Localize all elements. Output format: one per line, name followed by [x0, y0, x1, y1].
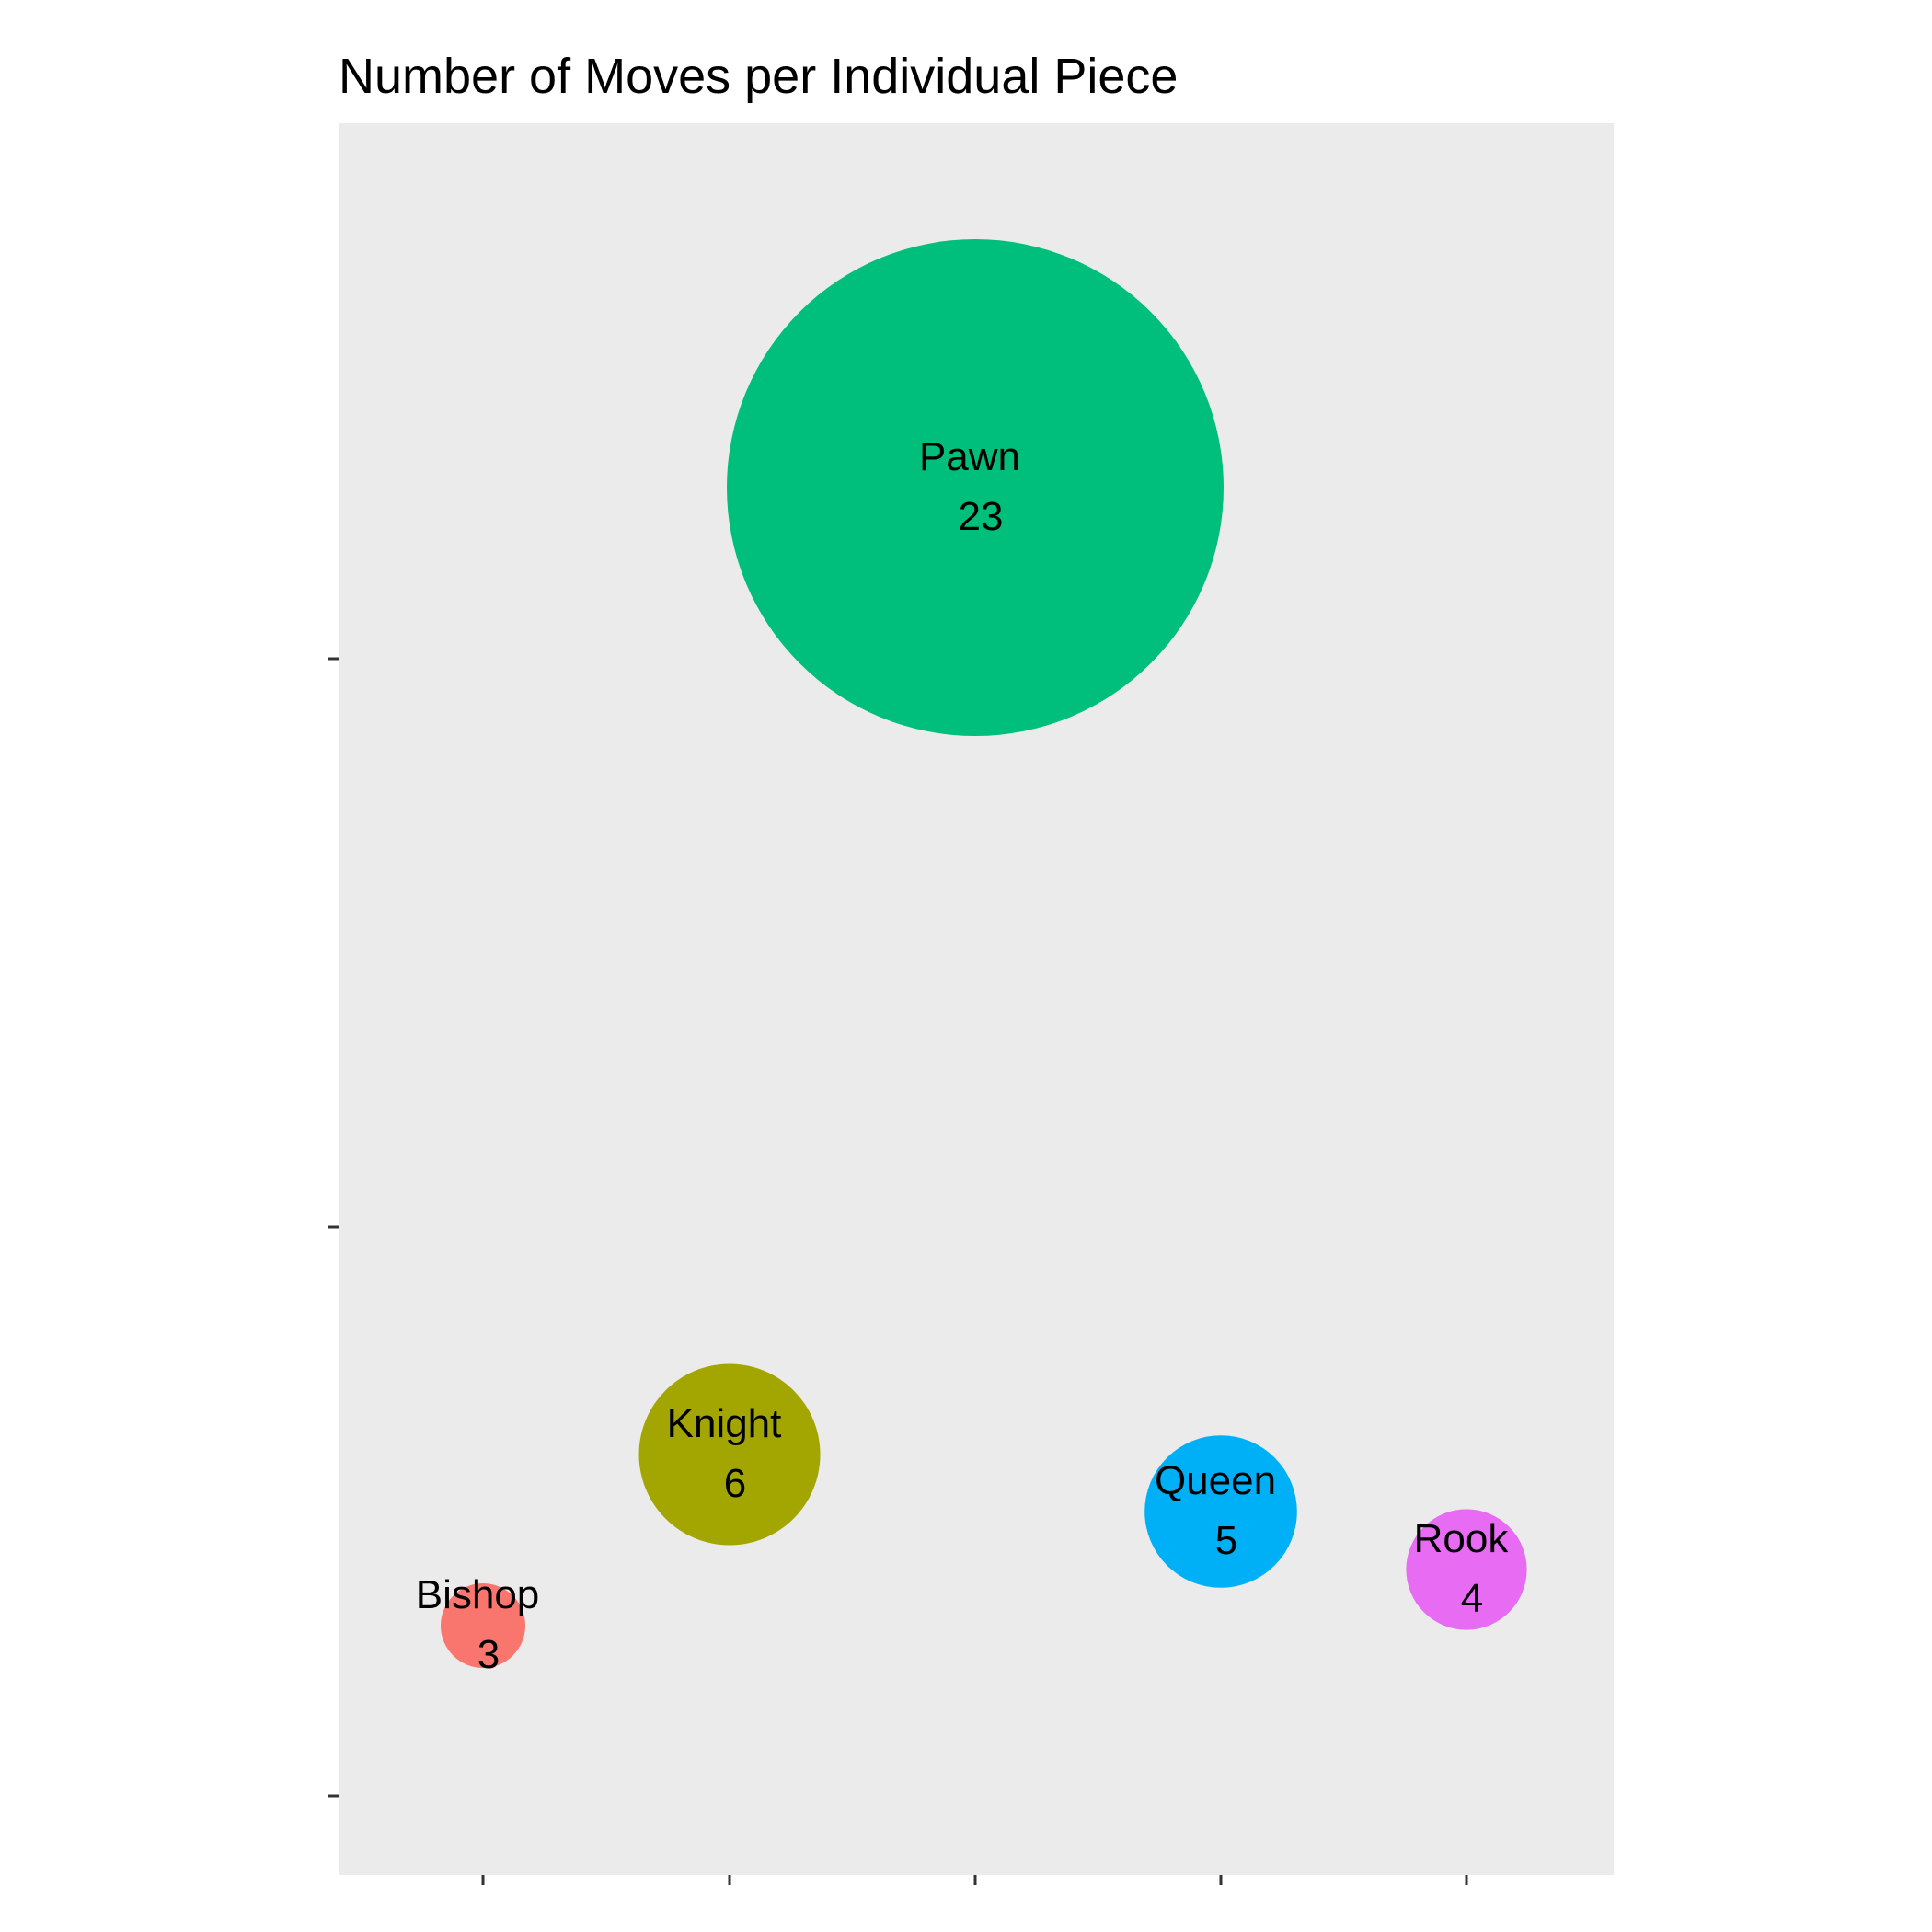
- bubble-value-pawn: 23: [959, 494, 1004, 539]
- x-axis-ticks: [481, 1875, 1468, 1885]
- bubble-circle-pawn: [727, 239, 1224, 736]
- bubble-value-knight: 6: [724, 1461, 746, 1506]
- bubble-queen: Queen 5: [1144, 1435, 1297, 1588]
- bubble-circle-knight: [638, 1363, 821, 1546]
- bubble-label-queen: Queen: [1155, 1458, 1276, 1503]
- bubble-label-bishop: Bishop: [416, 1572, 540, 1617]
- bubble-circle-rook: [1406, 1509, 1527, 1630]
- bubbles-layer: Bishop 3 Knight 6 Pawn 23 Queen 5 Rook 4: [416, 239, 1527, 1677]
- bubble-value-rook: 4: [1461, 1576, 1483, 1621]
- bubble-circle-bishop: [441, 1583, 525, 1668]
- bubble-pawn: Pawn 23: [727, 239, 1224, 736]
- bubble-label-knight: Knight: [667, 1401, 782, 1446]
- bubble-label-rook: Rook: [1414, 1516, 1510, 1561]
- bubble-knight: Knight 6: [638, 1363, 821, 1546]
- bubble-bishop: Bishop 3: [416, 1572, 540, 1677]
- bubble-label-pawn: Pawn: [919, 434, 1020, 479]
- bubble-value-queen: 5: [1215, 1518, 1237, 1563]
- bubble-rook: Rook 4: [1406, 1509, 1527, 1630]
- bubble-value-bishop: 3: [477, 1632, 500, 1677]
- chart-title: Number of Moves per Individual Piece: [339, 49, 1179, 104]
- bubble-circle-queen: [1144, 1435, 1297, 1588]
- y-axis-ticks: [328, 657, 339, 1798]
